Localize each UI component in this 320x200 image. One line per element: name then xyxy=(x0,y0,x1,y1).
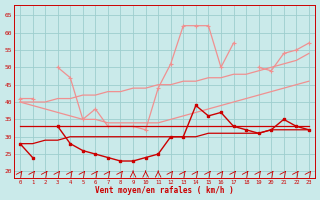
X-axis label: Vent moyen/en rafales ( km/h ): Vent moyen/en rafales ( km/h ) xyxy=(95,186,234,195)
